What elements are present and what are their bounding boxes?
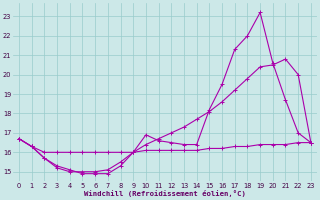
- X-axis label: Windchill (Refroidissement éolien,°C): Windchill (Refroidissement éolien,°C): [84, 190, 246, 197]
